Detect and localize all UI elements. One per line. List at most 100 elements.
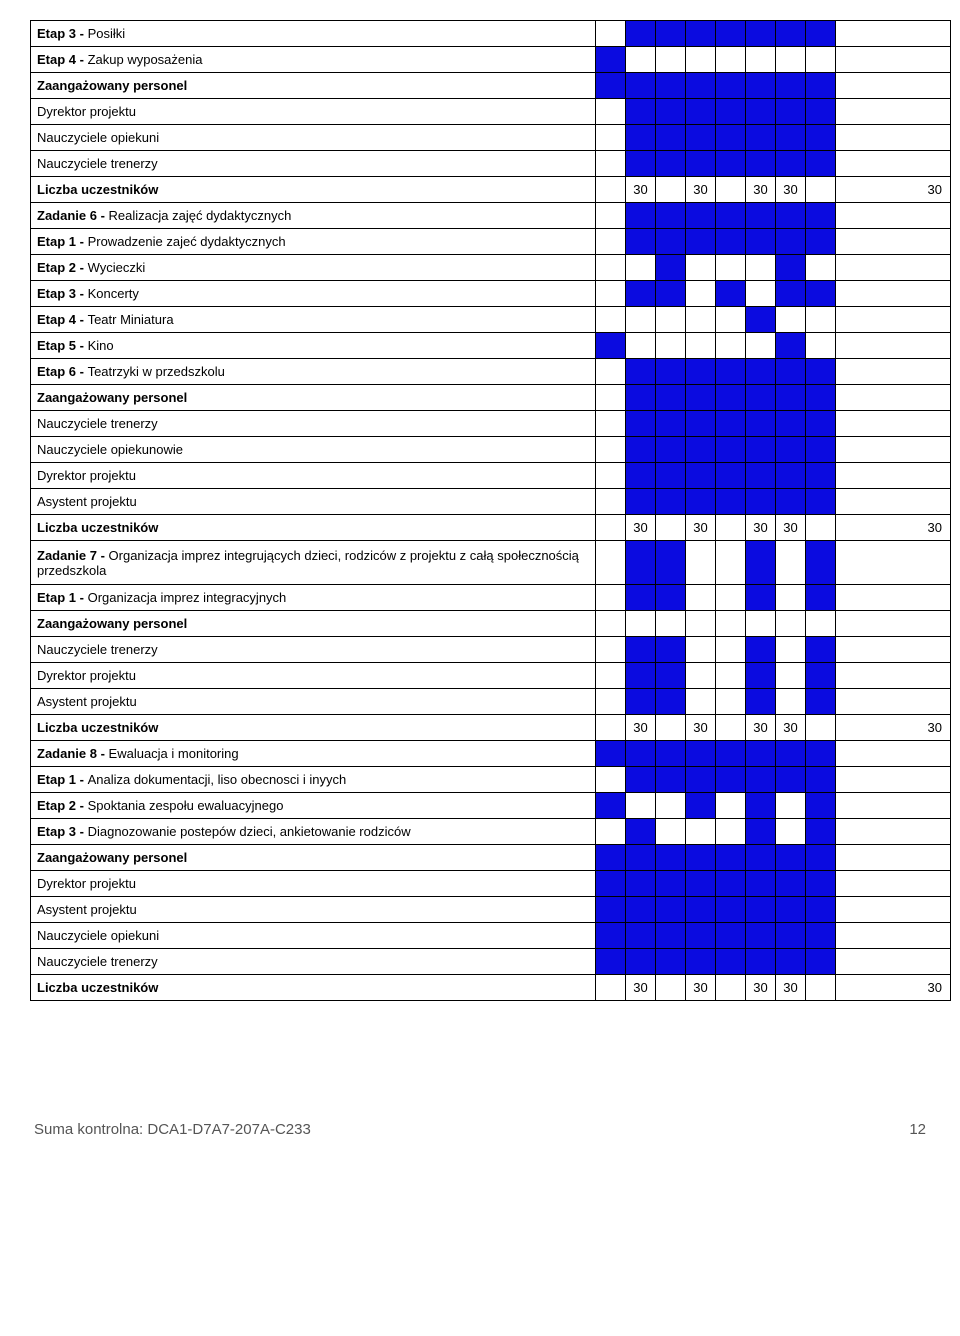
gantt-cell [836,73,951,99]
gantt-cell [686,663,716,689]
gantt-cell-filled [746,489,776,515]
table-row: Dyrektor projektu [31,99,951,125]
gantt-cell [836,125,951,151]
table-row: Etap 6 - Teatrzyki w przedszkolu [31,359,951,385]
num-cell: 30 [776,715,806,741]
gantt-cell-filled [806,923,836,949]
gantt-cell [806,47,836,73]
gantt-cell-filled [626,819,656,845]
gantt-cell [686,585,716,611]
num-cell [806,515,836,541]
gantt-cell-filled [776,281,806,307]
gantt-cell-filled [656,541,686,585]
gantt-cell [836,463,951,489]
row-label: Zaangażowany personel [31,845,596,871]
num-cell [596,177,626,203]
table-row: Dyrektor projektu [31,663,951,689]
gantt-cell-filled [656,229,686,255]
gantt-cell [836,949,951,975]
gantt-cell [626,793,656,819]
gantt-cell [596,541,626,585]
gantt-cell-filled [716,845,746,871]
gantt-cell [776,585,806,611]
gantt-cell-filled [806,949,836,975]
gantt-cell-filled [776,73,806,99]
gantt-cell-filled [776,949,806,975]
gantt-cell [716,819,746,845]
num-cell [596,715,626,741]
gantt-cell-filled [686,923,716,949]
num-cell: 30 [776,515,806,541]
gantt-cell-filled [626,73,656,99]
gantt-cell-filled [746,845,776,871]
num-cell [596,975,626,1001]
row-label: Nauczyciele opiekunowie [31,437,596,463]
gantt-cell-filled [776,21,806,47]
gantt-cell [596,203,626,229]
gantt-cell [686,611,716,637]
gantt-cell-filled [746,689,776,715]
gantt-cell-filled [806,203,836,229]
gantt-cell [626,611,656,637]
gantt-cell-filled [596,741,626,767]
num-cell: 30 [626,975,656,1001]
table-row: Etap 5 - Kino [31,333,951,359]
footer-right: 12 [909,1121,926,1138]
gantt-cell-filled [656,897,686,923]
gantt-cell-filled [746,437,776,463]
gantt-cell [686,255,716,281]
gantt-cell-filled [686,411,716,437]
gantt-cell [596,463,626,489]
row-label: Zaangażowany personel [31,73,596,99]
gantt-cell-filled [656,637,686,663]
num-cell: 30 [626,515,656,541]
row-label: Etap 2 - Wycieczki [31,255,596,281]
gantt-cell-filled [716,949,746,975]
num-cell: 30 [836,177,951,203]
num-cell: 30 [776,177,806,203]
gantt-cell-filled [776,359,806,385]
row-label: Dyrektor projektu [31,871,596,897]
gantt-cell-filled [656,99,686,125]
gantt-cell-filled [776,151,806,177]
row-label: Asystent projektu [31,897,596,923]
gantt-cell-filled [746,897,776,923]
gantt-cell-filled [776,333,806,359]
gantt-cell-filled [746,637,776,663]
table-row: Zaangażowany personel [31,73,951,99]
gantt-cell-filled [746,793,776,819]
num-cell: 30 [746,515,776,541]
gantt-cell-filled [776,923,806,949]
table-row: Zadanie 6 - Realizacja zajęć dydaktyczny… [31,203,951,229]
gantt-cell-filled [806,845,836,871]
row-label: Nauczyciele opiekuni [31,923,596,949]
gantt-cell-filled [626,385,656,411]
gantt-cell [596,21,626,47]
gantt-cell-filled [806,21,836,47]
table-row: Etap 3 - Posiłki [31,21,951,47]
gantt-cell-filled [626,229,656,255]
gantt-cell-filled [626,411,656,437]
gantt-cell-filled [746,73,776,99]
gantt-cell-filled [686,897,716,923]
table-row: Zaangażowany personel [31,611,951,637]
gantt-cell-filled [716,741,746,767]
gantt-cell [626,255,656,281]
gantt-cell-filled [596,923,626,949]
gantt-cell-filled [806,281,836,307]
row-label: Dyrektor projektu [31,663,596,689]
gantt-cell [596,437,626,463]
gantt-cell-filled [626,845,656,871]
gantt-cell-filled [626,949,656,975]
gantt-cell [836,359,951,385]
gantt-cell [686,281,716,307]
gantt-cell-filled [716,897,746,923]
gantt-cell [836,21,951,47]
num-cell [716,177,746,203]
gantt-cell-filled [806,741,836,767]
gantt-cell-filled [776,767,806,793]
gantt-cell-filled [776,871,806,897]
gantt-cell [596,611,626,637]
gantt-cell-filled [596,73,626,99]
gantt-cell-filled [776,845,806,871]
